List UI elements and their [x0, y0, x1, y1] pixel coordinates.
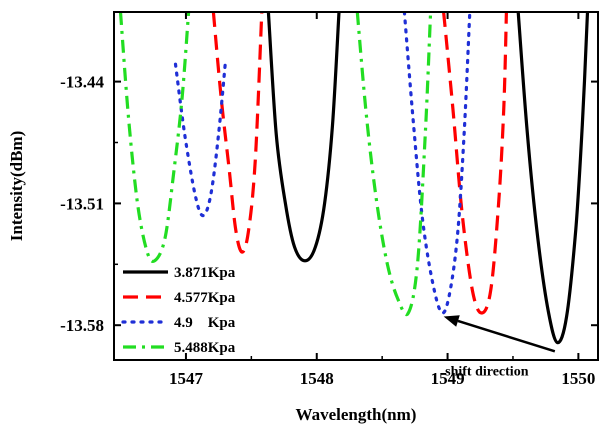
legend-label-4: 5.488Kpa	[174, 340, 236, 356]
series-2-trough-2	[442, 12, 508, 315]
arrow-head-icon	[443, 315, 460, 327]
shift-direction-label: shift direction	[445, 364, 529, 379]
x-axis-title: Wavelength(nm)	[296, 405, 417, 424]
series-4-trough-1	[118, 12, 191, 263]
y-tick-label: -13.51	[60, 194, 104, 213]
series-1-trough-2	[516, 12, 590, 345]
series-3-trough-2	[402, 12, 472, 315]
y-axis-title: Intensity(dBm)	[7, 131, 26, 242]
legend: 3.871Kpa 4.577Kpa 4.9 Kpa 5.488Kpa	[121, 265, 236, 356]
x-tick-label: 1550	[561, 369, 595, 388]
legend-label-1: 3.871Kpa	[174, 265, 236, 281]
series-1-trough-1	[266, 12, 341, 263]
annotations: shift direction	[443, 315, 556, 379]
y-tick-label: -13.58	[60, 316, 104, 335]
series-3-trough-1	[173, 62, 227, 218]
axis-ticks: 1547 1548 1549 1550 -13.44 -13.51 -13.58	[60, 12, 598, 388]
series-4-trough-2	[355, 12, 433, 317]
x-tick-label: 1547	[169, 369, 204, 388]
y-tick-label: -13.44	[60, 73, 104, 92]
plot-frame	[113, 11, 599, 361]
shift-direction-arrow	[457, 319, 556, 353]
legend-label-2: 4.577Kpa	[174, 290, 236, 306]
x-tick-label: 1548	[300, 369, 334, 388]
series-2-trough-1	[211, 12, 264, 254]
x-tick-label: 1549	[431, 369, 465, 388]
chart-curves	[118, 12, 590, 345]
legend-label-3: 4.9 Kpa	[174, 315, 236, 331]
